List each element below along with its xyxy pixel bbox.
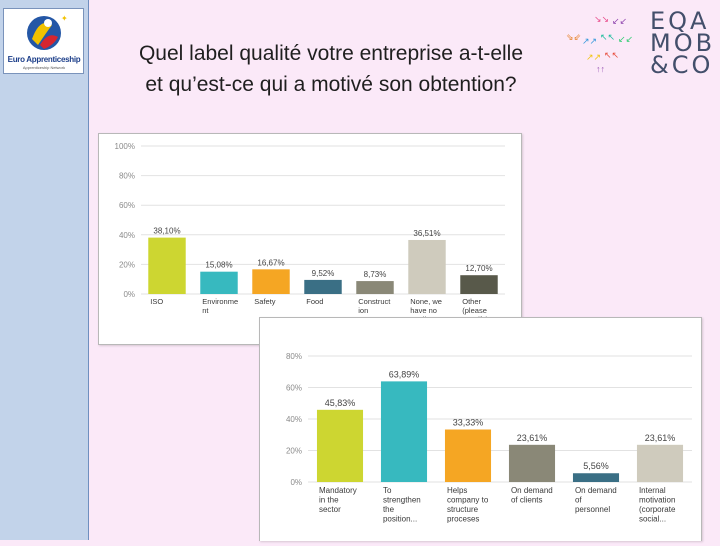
logo-tagline: Apprenticeship Network <box>22 65 66 70</box>
eqamob-logo: ↘↘ ↙↙ ⇘⇙ ↗↗ ↖↖ ↙↙ ↗↗ ↖↖ ↑↑ EQA MOB &CO <box>566 7 716 79</box>
bar <box>356 281 394 294</box>
data-label: 12,70% <box>465 264 492 273</box>
svg-text:↖↖: ↖↖ <box>600 32 615 42</box>
x-category-label: Food <box>306 297 323 306</box>
y-tick-label: 40% <box>119 231 135 240</box>
quality-label-chart: 100% 80% 60% 40% 20% 0% 38,10% ISO 15,08% Environ… <box>115 142 505 333</box>
data-label: 9,52% <box>312 269 335 278</box>
x-category-label: structure <box>447 505 479 514</box>
brand-line-2: MOB <box>650 29 716 57</box>
x-category-label: have no <box>410 306 437 315</box>
y-tick-label: 60% <box>286 384 302 393</box>
svg-text:✦: ✦ <box>61 14 68 23</box>
data-label: 16,67% <box>257 258 284 267</box>
y-tick-label: 40% <box>286 415 302 424</box>
x-category-label: (please <box>462 306 487 315</box>
bar <box>200 271 238 294</box>
title-line-2: et qu’est-ce qui a motivé son obtention? <box>145 73 517 96</box>
y-tick-label: 20% <box>119 260 135 269</box>
svg-text:↑↑: ↑↑ <box>596 64 605 74</box>
y-tick-label: 0% <box>290 478 302 487</box>
svg-text:↗↗: ↗↗ <box>582 36 597 46</box>
x-category-label: Other <box>462 297 481 306</box>
brand-line-1: EQA <box>650 7 710 35</box>
data-label: 36,51% <box>413 229 440 238</box>
svg-text:↙↙: ↙↙ <box>612 16 627 26</box>
data-label: 23,61% <box>645 433 676 443</box>
y-tick-label: 80% <box>286 352 302 361</box>
bar <box>636 444 684 482</box>
bar <box>316 409 364 482</box>
svg-text:⇘⇙: ⇘⇙ <box>566 32 581 42</box>
y-tick-label: 100% <box>115 142 135 151</box>
data-label: 5,56% <box>583 461 609 471</box>
svg-text:↗↗: ↗↗ <box>586 52 601 62</box>
data-label: 8,73% <box>364 270 387 279</box>
x-category-label: To <box>383 486 392 495</box>
y-tick-label: 0% <box>123 290 135 299</box>
x-category-label: of <box>575 496 582 505</box>
x-category-label: personnel <box>575 505 610 514</box>
logo-emblem-icon: ✦ <box>27 14 68 50</box>
bar <box>148 237 186 294</box>
bar <box>572 473 620 482</box>
bar <box>252 269 290 294</box>
data-label: 23,61% <box>517 433 548 443</box>
x-category-label: social... <box>639 515 666 524</box>
x-category-label: Internal <box>639 486 666 495</box>
y-tick-label: 80% <box>119 172 135 181</box>
x-category-label: Construct <box>358 297 391 306</box>
x-category-label: nt <box>202 306 209 315</box>
data-label: 15,08% <box>205 261 232 270</box>
x-category-label: On demand <box>511 486 553 495</box>
logo-name: Euro Apprenticeship <box>7 55 81 64</box>
euro-apprenticeship-logo: ✦ Euro Apprenticeship Apprenticeship Net… <box>3 8 84 74</box>
data-label: 38,10% <box>153 227 180 236</box>
data-label: 63,89% <box>389 369 420 379</box>
y-tick-label: 60% <box>119 201 135 210</box>
svg-text:↙↙: ↙↙ <box>618 34 633 44</box>
x-category-label: strengthen <box>383 496 421 505</box>
bar <box>444 429 492 482</box>
bar <box>508 444 556 482</box>
x-category-label: Environme <box>202 297 238 306</box>
title-line-1: Quel label qualité votre entreprise a-t-… <box>138 42 524 65</box>
brand-wordmark: EQA MOB &CO <box>650 7 716 79</box>
x-category-label: ISO <box>150 297 163 306</box>
x-category-label: Helps <box>447 486 467 495</box>
x-category-label: in the <box>319 496 339 505</box>
x-category-label: (corporate <box>639 505 676 514</box>
bar <box>460 275 498 294</box>
x-category-label: proceses <box>447 515 479 524</box>
x-category-label: position... <box>383 515 417 524</box>
svg-text:↘↘: ↘↘ <box>594 14 609 24</box>
x-category-label: Mandatory <box>319 486 357 495</box>
bar <box>380 381 428 482</box>
x-category-label: of clients <box>511 496 543 505</box>
x-category-label: the <box>383 505 395 514</box>
quality-label-chart-panel: 100% 80% 60% 40% 20% 0% 38,10% ISO 15,08% Environ… <box>98 133 522 345</box>
x-category-label: Safety <box>254 297 276 306</box>
x-category-label: ion <box>358 306 368 315</box>
bar <box>408 239 446 294</box>
bar <box>304 279 342 294</box>
x-category-label: motivation <box>639 496 675 505</box>
brand-line-3: &CO <box>650 51 714 79</box>
y-tick-label: 20% <box>286 447 302 456</box>
sidebar: ✦ Euro Apprenticeship Apprenticeship Net… <box>0 0 89 540</box>
page-title: Quel label qualité votre entreprise a-t-… <box>96 38 566 100</box>
svg-text:↖↖: ↖↖ <box>604 50 619 60</box>
data-label: 33,33% <box>453 418 484 428</box>
arrows-cross-icon: ↘↘ ↙↙ ⇘⇙ ↗↗ ↖↖ ↙↙ ↗↗ ↖↖ ↑↑ <box>566 14 633 74</box>
data-label: 45,83% <box>325 398 356 408</box>
x-category-label: None, we <box>410 297 442 306</box>
motivation-chart-panel: 80% 60% 40% 20% 0% 45,83% Mandatory in the secto… <box>259 317 702 541</box>
x-category-label: On demand <box>575 486 617 495</box>
x-category-label: company to <box>447 496 489 505</box>
x-category-label: sector <box>319 505 341 514</box>
